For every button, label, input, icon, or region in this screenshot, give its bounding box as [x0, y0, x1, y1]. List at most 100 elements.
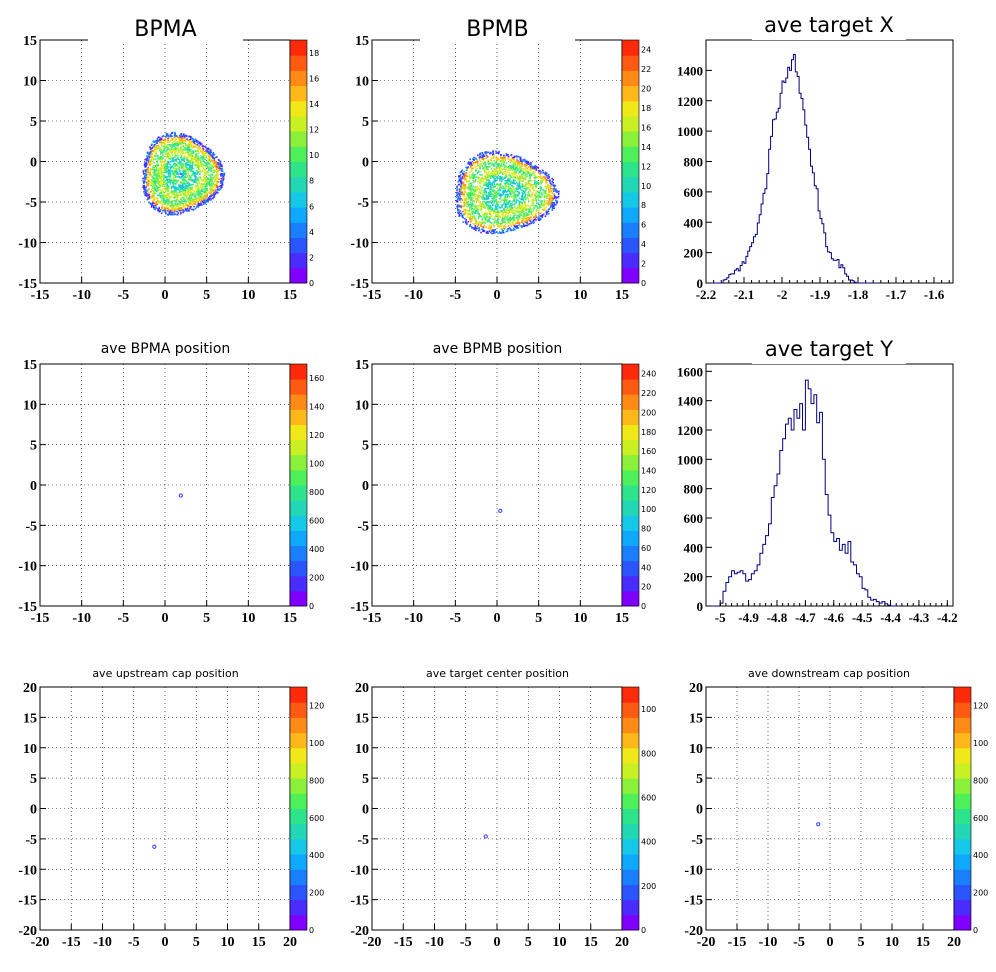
heatmap-cell [195, 176, 197, 178]
heatmap-cell [551, 180, 553, 183]
palette-swatch [290, 252, 307, 269]
heatmap-cell [524, 193, 527, 196]
heatmap-cell [507, 217, 510, 220]
heatmap-cell [476, 226, 478, 228]
heatmap-cell [524, 220, 526, 222]
heatmap-cell [481, 176, 483, 179]
heatmap-cell [196, 196, 198, 199]
heatmap-cell [210, 151, 213, 154]
heatmap-cell [175, 170, 178, 172]
heatmap-cell [534, 164, 537, 167]
heatmap-cell [168, 136, 170, 138]
heatmap-cell [485, 167, 488, 170]
heatmap-cell [540, 175, 542, 178]
heatmap-cell [188, 153, 190, 156]
heatmap-cell [491, 200, 494, 202]
heatmap-cell [477, 176, 479, 179]
heatmap-cell [490, 157, 493, 159]
heatmap-cell [515, 194, 518, 196]
heatmap-cell [203, 172, 206, 174]
heatmap-cell [180, 188, 182, 191]
heatmap-cell [166, 210, 169, 212]
heatmap-cell [202, 170, 205, 172]
heatmap-cell [537, 202, 540, 204]
heatmap-cell [208, 153, 211, 155]
heatmap-cell [150, 156, 152, 158]
heatmap-cell [501, 168, 504, 171]
heatmap-cell [483, 167, 485, 169]
heatmap-cell [523, 212, 525, 214]
heatmap-cell [216, 185, 218, 187]
heatmap-cell [490, 158, 492, 160]
heatmap-cell [188, 190, 191, 193]
heatmap-cell [193, 142, 196, 145]
heatmap-cell [170, 209, 173, 211]
heatmap-cell [491, 215, 493, 217]
heatmap-cell [146, 190, 148, 192]
heatmap-cell [169, 181, 172, 184]
heatmap-cell [172, 148, 175, 150]
palette-label: 4 [309, 228, 314, 237]
heatmap-cell [185, 165, 188, 167]
heatmap-cell [168, 181, 171, 183]
heatmap-cell [510, 154, 513, 156]
heatmap-cell [504, 180, 506, 182]
heatmap-cell [501, 157, 503, 160]
heatmap-cell [177, 206, 179, 209]
heatmap-cell [470, 220, 472, 223]
heatmap-cell [476, 227, 478, 230]
heatmap-cell [191, 161, 194, 164]
heatmap-cell [194, 155, 197, 158]
heatmap-cell [158, 147, 160, 149]
heatmap-cell [193, 141, 195, 144]
heatmap-cell [205, 200, 208, 202]
heatmap-cell [186, 174, 189, 177]
heatmap-cell [204, 166, 207, 168]
heatmap-cell [154, 174, 156, 177]
heatmap-cell [177, 167, 180, 169]
heatmap-cell [178, 137, 180, 139]
heatmap-cell [211, 191, 213, 193]
heatmap-cell [475, 197, 477, 200]
heatmap-cell [204, 191, 206, 194]
heatmap-cell [161, 191, 163, 193]
heatmap-cell [182, 144, 185, 147]
heatmap-cell [187, 189, 190, 191]
heatmap-cell [179, 163, 182, 165]
heatmap-cell [472, 185, 474, 188]
heatmap-cell [171, 213, 174, 216]
heatmap-cell [158, 139, 161, 141]
heatmap-cell [521, 165, 524, 167]
heatmap-cell [221, 169, 224, 172]
heatmap-cell [188, 169, 190, 171]
heatmap-cell [206, 177, 208, 180]
heatmap-cell [196, 144, 199, 146]
heatmap-cell [475, 179, 477, 181]
heatmap-cell [200, 202, 202, 205]
heatmap-cell [198, 196, 200, 198]
heatmap-cell [470, 166, 472, 168]
heatmap-cell [216, 156, 218, 158]
heatmap-cell [476, 172, 478, 175]
heatmap-cell [184, 140, 186, 142]
heatmap-cell [159, 157, 162, 159]
heatmap-cell [519, 162, 522, 165]
heatmap-cell [493, 189, 496, 192]
heatmap-cell [495, 203, 497, 206]
heatmap-cell [214, 164, 217, 166]
heatmap-cell [194, 165, 197, 167]
heatmap-cell [462, 182, 464, 184]
heatmap-cell [197, 155, 199, 158]
heatmap-cell [487, 183, 489, 185]
heatmap-cell [213, 169, 215, 172]
heatmap-cell [515, 181, 518, 184]
heatmap-cell [181, 207, 183, 210]
heatmap-cell [171, 203, 173, 205]
heatmap-cell [477, 222, 480, 224]
heatmap-cell [490, 201, 492, 203]
heatmap-cell [182, 152, 185, 155]
heatmap-cell [187, 172, 189, 174]
heatmap-cell [461, 191, 463, 194]
heatmap-cell [195, 140, 198, 142]
heatmap-cell [499, 185, 501, 188]
